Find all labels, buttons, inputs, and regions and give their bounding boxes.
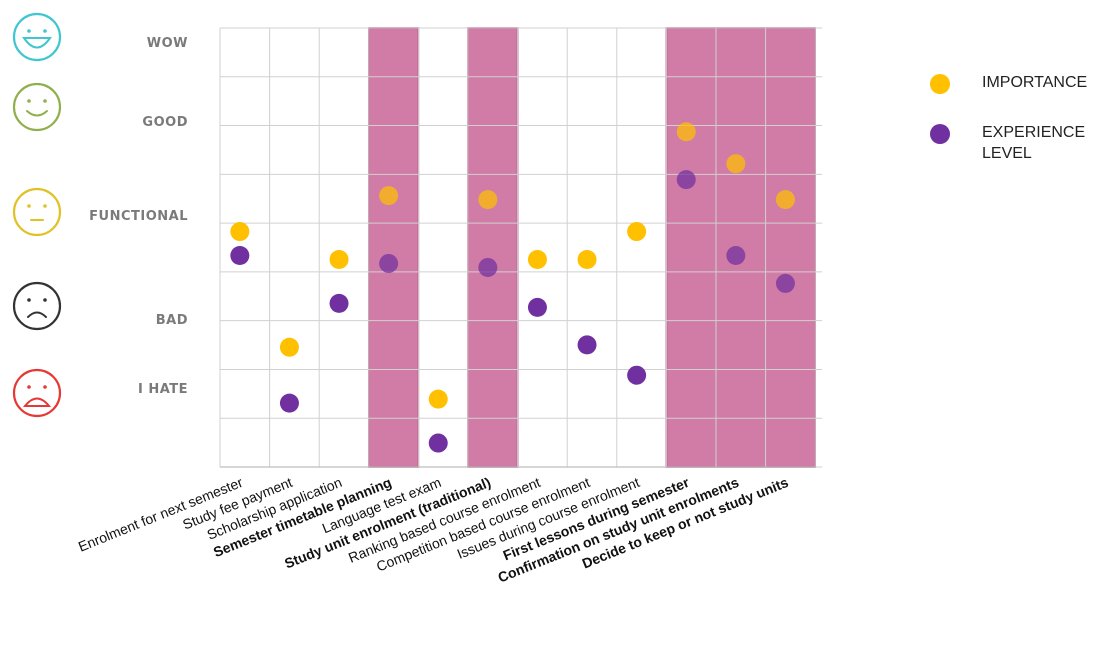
importance-point [677, 122, 696, 141]
functional-face-icon [14, 189, 60, 235]
importance-point [330, 250, 349, 269]
experience-point [379, 254, 398, 273]
good-face-icon [14, 84, 60, 130]
importance-swatch-icon [930, 74, 950, 94]
importance-point [776, 190, 795, 209]
importance-point [627, 222, 646, 241]
legend-item-experience: EXPERIENCE LEVEL [930, 120, 1100, 150]
experience-point [330, 294, 349, 313]
experience-point [627, 366, 646, 385]
importance-point [478, 190, 497, 209]
importance-point [280, 338, 299, 357]
level-label: BAD [156, 313, 188, 328]
level-labels: WOW GOOD FUNCTIONAL BAD I HATE [89, 36, 188, 397]
emotion-faces [14, 14, 60, 416]
experience-point [528, 298, 547, 317]
experience-point [478, 258, 497, 277]
highlight-band [369, 28, 419, 467]
importance-point [379, 186, 398, 205]
wow-face-icon [14, 14, 60, 60]
level-label: FUNCTIONAL [89, 209, 188, 224]
experience-point [776, 274, 795, 293]
level-label: WOW [147, 36, 188, 51]
legend-label-importance: IMPORTANCE [982, 72, 1100, 93]
importance-point [429, 390, 448, 409]
importance-point [528, 250, 547, 269]
experience-point [429, 434, 448, 453]
importance-point [726, 154, 745, 173]
experience-swatch-icon [930, 124, 950, 144]
experience-point [726, 246, 745, 265]
level-label: GOOD [142, 115, 188, 130]
importance-point [578, 250, 597, 269]
legend: IMPORTANCE EXPERIENCE LEVEL [930, 70, 1100, 170]
legend-item-importance: IMPORTANCE [930, 70, 1100, 100]
experience-point [578, 335, 597, 354]
legend-label-experience: EXPERIENCE LEVEL [982, 122, 1100, 164]
importance-point [230, 222, 249, 241]
experience-point [677, 170, 696, 189]
level-label: I HATE [138, 382, 188, 397]
bad-face-icon [14, 283, 60, 329]
hate-face-icon [14, 370, 60, 416]
experience-point [230, 246, 249, 265]
experience-point [280, 394, 299, 413]
highlight-band [468, 28, 518, 467]
